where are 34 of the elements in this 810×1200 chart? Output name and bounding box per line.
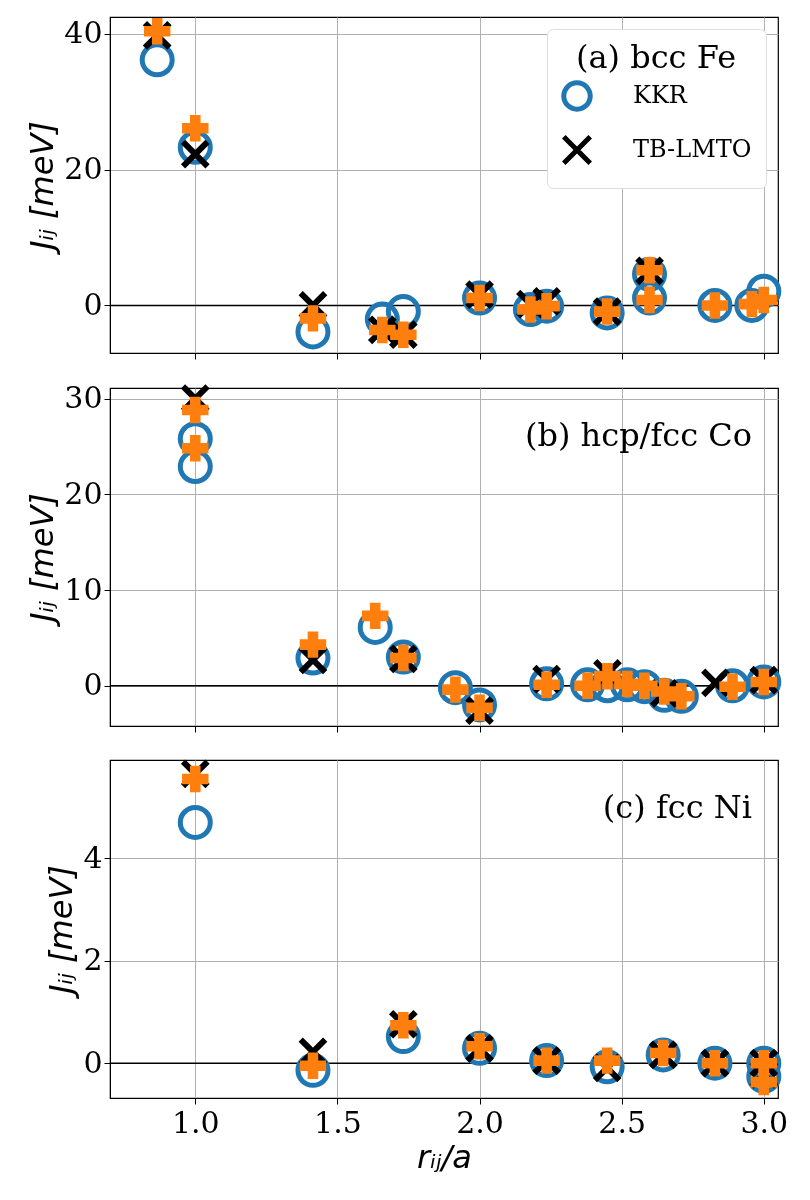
point	[299, 305, 327, 332]
y-tick-label: 0	[83, 1044, 103, 1080]
point	[299, 631, 327, 658]
legend-label: TB-LMTO	[633, 135, 752, 163]
x-tick-label: 1.0	[171, 1104, 220, 1140]
y-tick-label: 4	[83, 839, 103, 875]
legend-title: (b) hcp/fcc Co	[524, 416, 752, 454]
y-tick-label: 10	[64, 571, 103, 607]
y-tick-label: 30	[64, 380, 103, 416]
point	[182, 396, 209, 424]
point	[143, 18, 171, 45]
legend-title: (a) bcc Fe	[575, 38, 737, 76]
y-tick-label: 0	[83, 667, 103, 703]
point	[750, 1068, 778, 1096]
y-axis-title: Jᵢⱼ [meV]	[23, 121, 62, 256]
legend-title: (c) fcc Ni	[602, 788, 752, 826]
x-tick-label: 1.5	[314, 1104, 362, 1140]
point	[182, 765, 209, 793]
y-tick-label: 20	[64, 475, 103, 511]
point	[139, 42, 175, 78]
legend-label: KKR	[633, 81, 688, 109]
y-axis-title: Jᵢⱼ [meV]	[42, 865, 81, 1000]
x-tick-label: 2.0	[456, 1104, 504, 1140]
y-axis-title: Jᵢⱼ [meV]	[23, 493, 62, 628]
x-tick-label: 2.5	[598, 1104, 647, 1140]
point	[182, 115, 209, 142]
point	[180, 138, 211, 170]
point	[177, 805, 213, 840]
y-tick-label: 40	[64, 15, 103, 51]
y-tick-label: 20	[64, 151, 103, 187]
y-tick-label: 2	[83, 942, 103, 978]
y-tick-label: 0	[83, 286, 103, 322]
x-tick-label: 3.0	[740, 1104, 789, 1140]
x-axis-title: rᵢⱼ/a	[417, 1137, 472, 1176]
